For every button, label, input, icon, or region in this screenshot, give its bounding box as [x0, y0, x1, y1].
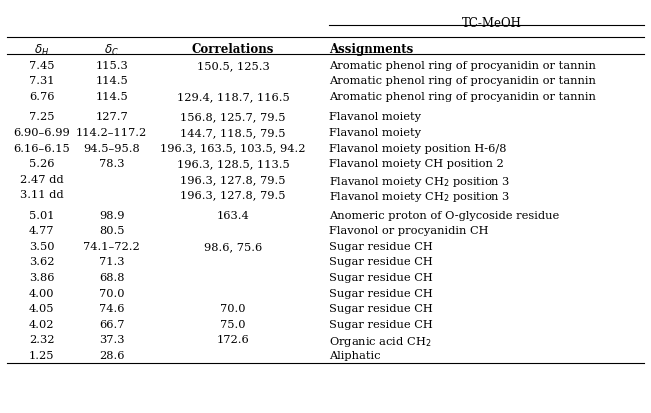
- Text: Flavanol moiety CH$_2$ position 3: Flavanol moiety CH$_2$ position 3: [329, 190, 510, 204]
- Text: 6.76: 6.76: [29, 92, 54, 102]
- Text: 4.00: 4.00: [29, 289, 54, 299]
- Text: 150.5, 125.3: 150.5, 125.3: [197, 61, 270, 71]
- Text: 196.3, 128.5, 113.5: 196.3, 128.5, 113.5: [176, 159, 289, 169]
- Text: Flavanol moiety position H-6/8: Flavanol moiety position H-6/8: [329, 144, 506, 154]
- Text: 66.7: 66.7: [99, 320, 124, 330]
- Text: 5.26: 5.26: [29, 159, 54, 169]
- Text: 71.3: 71.3: [99, 257, 124, 268]
- Text: 196.3, 163.5, 103.5, 94.2: 196.3, 163.5, 103.5, 94.2: [160, 144, 306, 154]
- Text: 4.02: 4.02: [29, 320, 54, 330]
- Text: 3.62: 3.62: [29, 257, 54, 268]
- Text: 28.6: 28.6: [99, 351, 124, 361]
- Text: 7.45: 7.45: [29, 61, 54, 71]
- Text: 196.3, 127.8, 79.5: 196.3, 127.8, 79.5: [180, 175, 286, 185]
- Text: Assignments: Assignments: [329, 43, 413, 56]
- Text: 144.7, 118.5, 79.5: 144.7, 118.5, 79.5: [180, 128, 286, 138]
- Text: 3.50: 3.50: [29, 242, 54, 252]
- Text: 68.8: 68.8: [99, 273, 124, 283]
- Text: 156.8, 125.7, 79.5: 156.8, 125.7, 79.5: [180, 112, 286, 122]
- Text: Aromatic phenol ring of procyanidin or tannin: Aromatic phenol ring of procyanidin or t…: [329, 61, 596, 71]
- Text: 7.31: 7.31: [29, 76, 54, 86]
- Text: Sugar residue CH: Sugar residue CH: [329, 304, 432, 314]
- Text: Flavanol moiety: Flavanol moiety: [329, 128, 421, 138]
- Text: 37.3: 37.3: [99, 335, 124, 345]
- Text: Flavanol moiety CH position 2: Flavanol moiety CH position 2: [329, 159, 503, 169]
- Text: Flavanol moiety CH$_2$ position 3: Flavanol moiety CH$_2$ position 3: [329, 175, 510, 189]
- Text: Correlations: Correlations: [192, 43, 274, 56]
- Text: 70.0: 70.0: [220, 304, 245, 314]
- Text: 114.5: 114.5: [96, 76, 128, 86]
- Text: Flavonol or procyanidin CH: Flavonol or procyanidin CH: [329, 226, 488, 236]
- Text: 74.6: 74.6: [99, 304, 124, 314]
- Text: 114.5: 114.5: [96, 92, 128, 102]
- Text: 5.01: 5.01: [29, 211, 54, 221]
- Text: 172.6: 172.6: [217, 335, 249, 345]
- Text: Flavanol moiety: Flavanol moiety: [329, 112, 421, 122]
- Text: 74.1–72.2: 74.1–72.2: [83, 242, 140, 252]
- Text: 6.16–6.15: 6.16–6.15: [13, 144, 70, 154]
- Text: 70.0: 70.0: [99, 289, 124, 299]
- Text: TC-MeOH: TC-MeOH: [462, 17, 521, 30]
- Text: 129.4, 118.7, 116.5: 129.4, 118.7, 116.5: [176, 92, 289, 102]
- Text: 114.2–117.2: 114.2–117.2: [76, 128, 147, 138]
- Text: 80.5: 80.5: [99, 226, 124, 236]
- Text: 75.0: 75.0: [220, 320, 245, 330]
- Text: Sugar residue CH: Sugar residue CH: [329, 320, 432, 330]
- Text: 115.3: 115.3: [96, 61, 128, 71]
- Text: 78.3: 78.3: [99, 159, 124, 169]
- Text: 98.6, 75.6: 98.6, 75.6: [204, 242, 262, 252]
- Text: Aliphatic: Aliphatic: [329, 351, 380, 361]
- Text: Sugar residue CH: Sugar residue CH: [329, 257, 432, 268]
- Text: Sugar residue CH: Sugar residue CH: [329, 242, 432, 252]
- Text: 196.3, 127.8, 79.5: 196.3, 127.8, 79.5: [180, 190, 286, 200]
- Text: Aromatic phenol ring of procyanidin or tannin: Aromatic phenol ring of procyanidin or t…: [329, 92, 596, 102]
- Text: Aromatic phenol ring of procyanidin or tannin: Aromatic phenol ring of procyanidin or t…: [329, 76, 596, 86]
- Text: 4.77: 4.77: [29, 226, 54, 236]
- Text: 1.25: 1.25: [29, 351, 54, 361]
- Text: Sugar residue CH: Sugar residue CH: [329, 273, 432, 283]
- Text: Anomeric proton of O-glycoside residue: Anomeric proton of O-glycoside residue: [329, 211, 559, 221]
- Text: 2.32: 2.32: [29, 335, 54, 345]
- Text: 6.90–6.99: 6.90–6.99: [13, 128, 70, 138]
- Text: 2.47 dd: 2.47 dd: [20, 175, 63, 185]
- Text: 3.11 dd: 3.11 dd: [20, 190, 63, 200]
- Text: 94.5–95.8: 94.5–95.8: [83, 144, 140, 154]
- Text: $\delta_C$: $\delta_C$: [104, 43, 119, 58]
- Text: $\delta_H$: $\delta_H$: [34, 43, 49, 58]
- Text: 4.05: 4.05: [29, 304, 54, 314]
- Text: 7.25: 7.25: [29, 112, 54, 122]
- Text: Sugar residue CH: Sugar residue CH: [329, 289, 432, 299]
- Text: 98.9: 98.9: [99, 211, 124, 221]
- Text: 3.86: 3.86: [29, 273, 54, 283]
- Text: Organic acid CH$_2$: Organic acid CH$_2$: [329, 335, 431, 349]
- Text: 163.4: 163.4: [217, 211, 249, 221]
- Text: 127.7: 127.7: [96, 112, 128, 122]
